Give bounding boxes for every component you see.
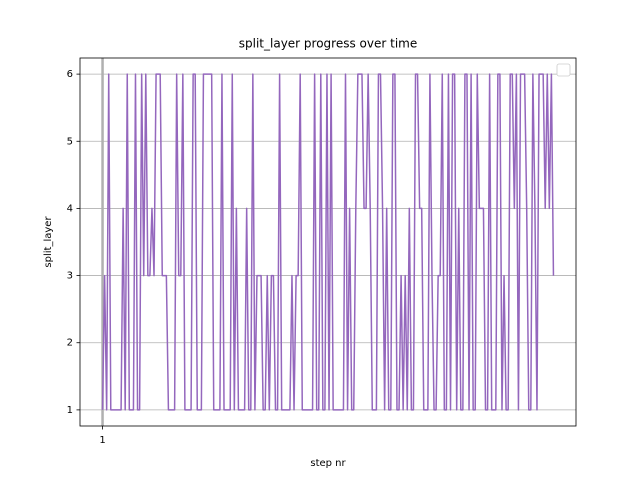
- chart-title: split_layer progress over time: [239, 37, 417, 51]
- y-tick-label: 3: [67, 271, 73, 282]
- y-axis-label: split_layer: [43, 216, 54, 268]
- y-tick-label: 6: [67, 69, 73, 80]
- y-tick-label: 5: [67, 136, 73, 147]
- axes-frame: [79, 57, 577, 427]
- plot-area: [80, 58, 576, 426]
- y-tick-label: 1: [67, 405, 73, 416]
- y-tick-label: 2: [67, 338, 73, 349]
- x-tick-label: 1: [99, 435, 105, 446]
- legend: [556, 63, 571, 77]
- y-tick-label: 4: [67, 203, 73, 214]
- x-axis-label: step nr: [310, 458, 346, 469]
- data-line: [101, 73, 555, 411]
